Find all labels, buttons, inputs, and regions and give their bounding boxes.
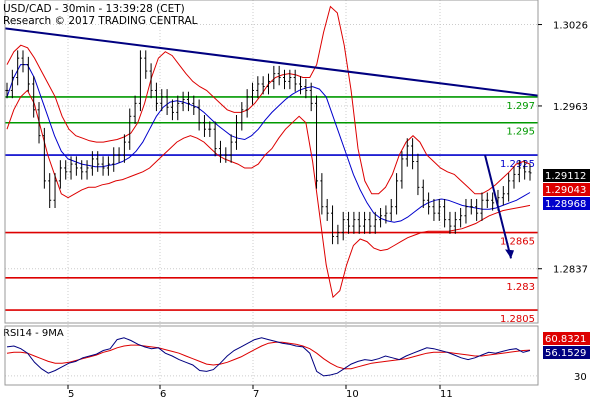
rsi-tag — [543, 332, 590, 345]
level-label: 1.2925 — [500, 159, 535, 170]
y-tick-label: 1.2963 — [553, 102, 588, 113]
price-tag — [543, 183, 590, 196]
rsi-line — [6, 337, 531, 377]
x-tick-label: 7 — [253, 389, 259, 400]
moving-average-line — [6, 64, 531, 223]
projection-arrow-head — [505, 249, 514, 259]
price-tag — [543, 197, 590, 210]
chart-title: USD/CAD - 30min - 13:39:28 (CET) — [3, 3, 185, 15]
trendline — [4, 27, 539, 97]
level-label: 1.2805 — [500, 314, 535, 325]
rsi-tag-label: 56.1529 — [545, 348, 586, 359]
price-tag-label: 1.29043 — [545, 185, 586, 196]
level-label: 1.2865 — [500, 237, 535, 248]
level-label: 1.295 — [506, 127, 535, 138]
rsi-tag — [543, 346, 590, 359]
level-label: 1.297 — [506, 101, 535, 112]
level-label: 1.283 — [506, 282, 535, 293]
main-plot-frame — [4, 0, 539, 324]
price-tag-label: 1.28968 — [545, 199, 586, 210]
y-tick-label: 1.3026 — [553, 21, 588, 32]
rsi-y-tick-label: 30 — [574, 372, 587, 383]
bollinger-lower-line — [6, 89, 531, 299]
rsi-plot-frame — [4, 325, 539, 386]
projection-arrow — [484, 154, 512, 259]
rsi-tag-label: 60.8321 — [545, 334, 586, 345]
rsi-ma-line — [6, 341, 531, 370]
price-tag-label: 1.29112 — [545, 171, 586, 182]
x-tick-label: 10 — [346, 389, 359, 400]
chart-subtitle: Research © 2017 TRADING CENTRAL — [3, 15, 198, 27]
price-tag — [543, 169, 590, 182]
y-tick-label: 1.2837 — [553, 265, 588, 276]
x-tick-label: 6 — [160, 389, 166, 400]
rsi-title: RSI14 - 9MA — [3, 328, 64, 339]
x-tick-label: 11 — [440, 389, 453, 400]
x-tick-label: 5 — [68, 389, 74, 400]
